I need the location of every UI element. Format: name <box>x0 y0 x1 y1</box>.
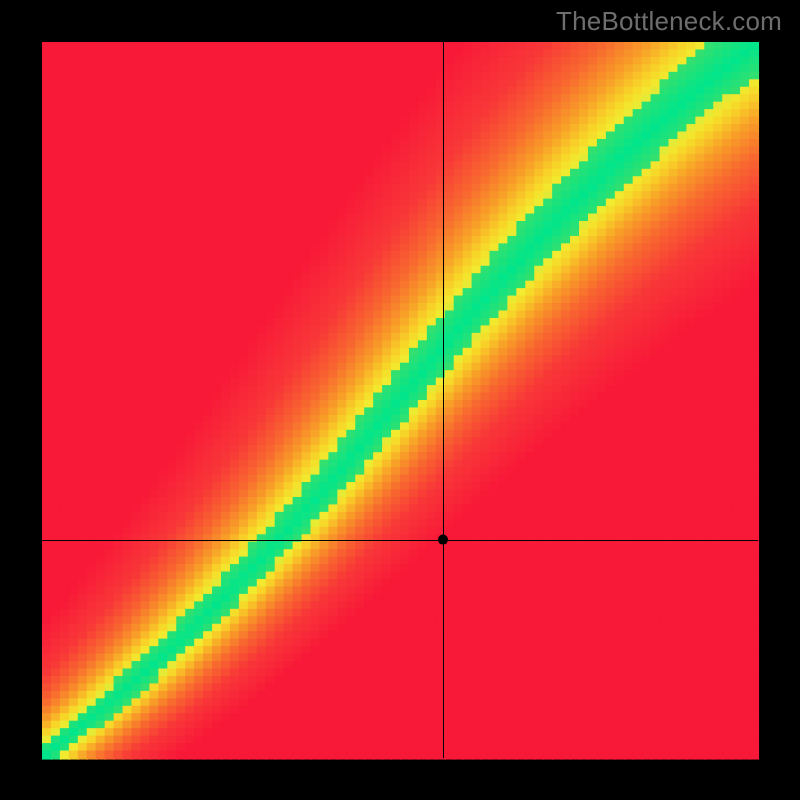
watermark-text: TheBottleneck.com <box>556 6 782 37</box>
bottleneck-heatmap <box>0 0 800 800</box>
page-root: TheBottleneck.com <box>0 0 800 800</box>
